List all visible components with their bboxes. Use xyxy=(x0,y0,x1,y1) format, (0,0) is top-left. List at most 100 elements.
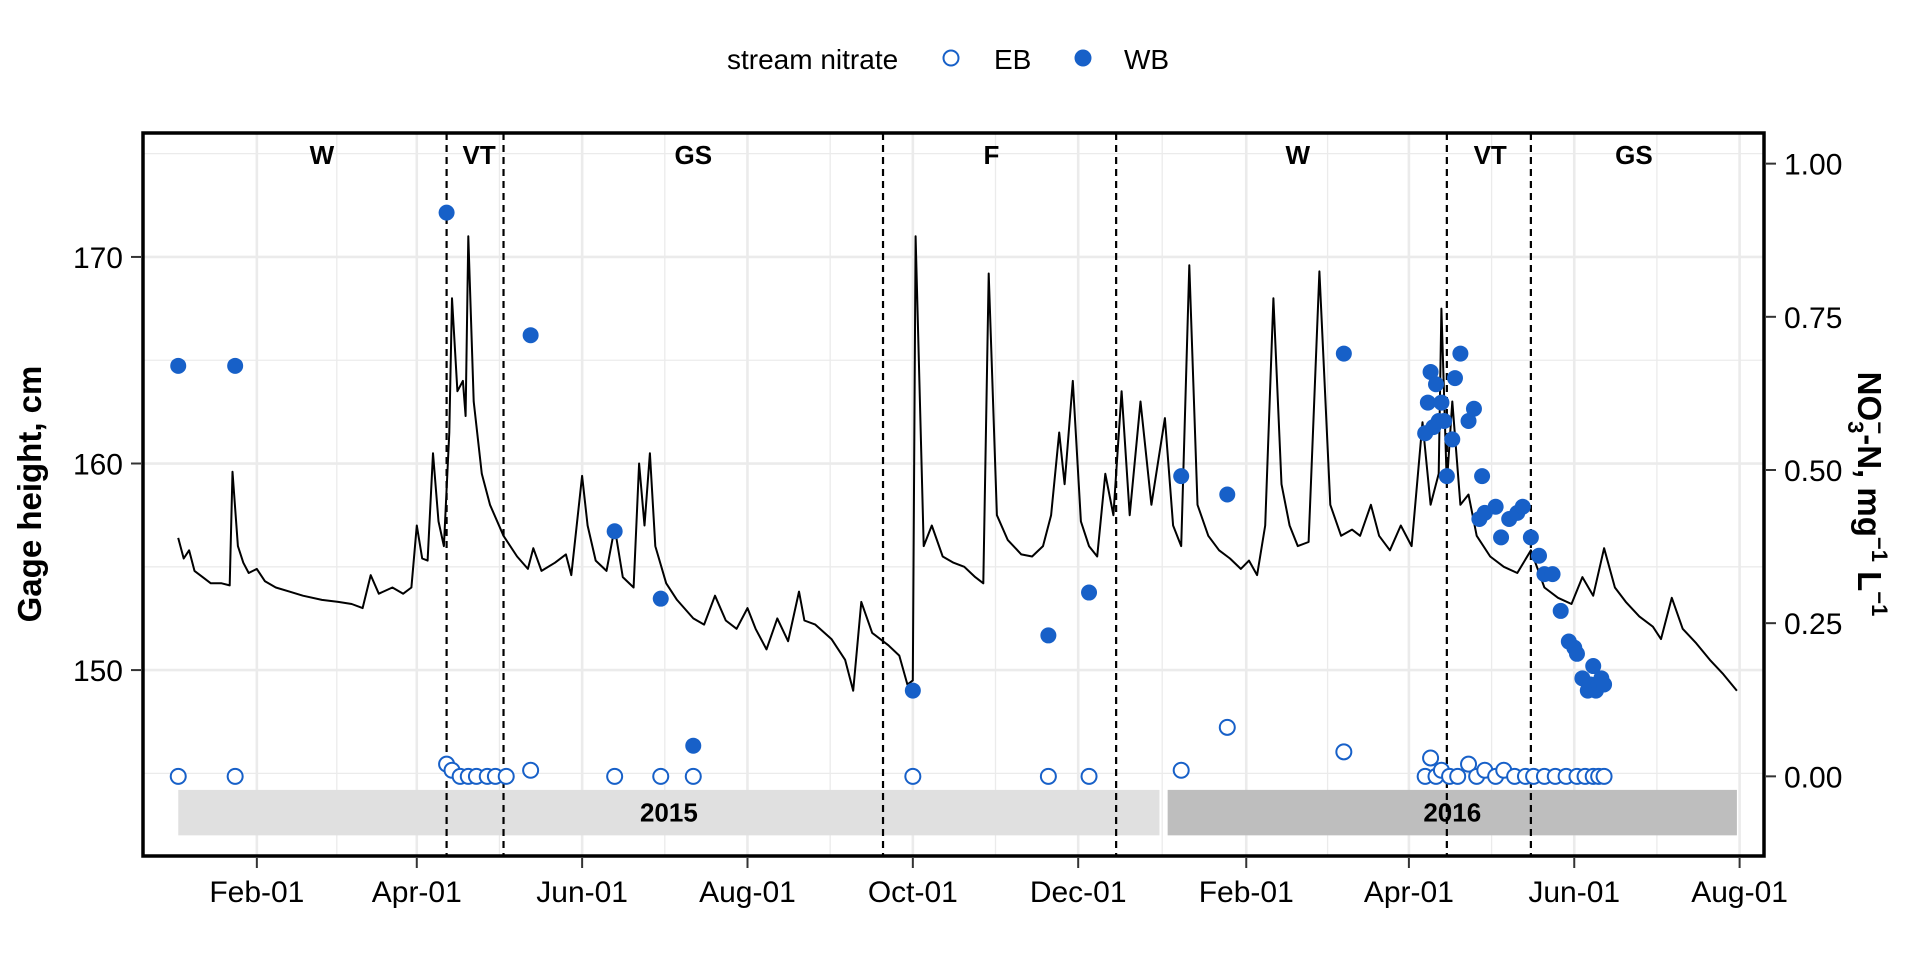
wb-point xyxy=(1173,468,1190,485)
eb-point xyxy=(1449,767,1467,785)
y-left-tick-label: 150 xyxy=(73,655,123,688)
grid xyxy=(143,133,1764,856)
eb-point xyxy=(226,767,244,785)
y-right-tick-label: 0.75 xyxy=(1784,302,1842,335)
x-tick-label: Dec-01 xyxy=(1030,876,1127,909)
x-tick-label: Apr-01 xyxy=(1364,876,1454,909)
x-tick-label: Aug-01 xyxy=(699,876,796,909)
wb-point xyxy=(1531,547,1548,564)
season-boundaries xyxy=(445,133,1532,856)
wb-series xyxy=(170,204,1613,754)
wb-point xyxy=(1452,345,1469,362)
year-band-2016 xyxy=(1167,789,1737,836)
wb-point xyxy=(1522,529,1539,546)
x-tick-label: Oct-01 xyxy=(868,876,958,909)
wb-point xyxy=(1438,468,1455,485)
x-tick-label: Feb-01 xyxy=(209,876,304,909)
legend-wb-marker xyxy=(1074,49,1092,67)
y-right-tick-label: 0.25 xyxy=(1784,608,1842,641)
eb-point xyxy=(1595,767,1613,785)
wb-point xyxy=(1428,376,1445,393)
eb-point xyxy=(652,767,670,785)
eb-series xyxy=(169,718,1613,785)
x-tick-label: Jun-01 xyxy=(536,876,628,909)
eb-point xyxy=(684,767,702,785)
season-label: GS xyxy=(674,140,712,170)
wb-point xyxy=(1081,584,1098,601)
season-label: GS xyxy=(1615,140,1653,170)
wb-point xyxy=(1585,658,1602,675)
eb-point xyxy=(1335,743,1353,761)
plot-panel-border xyxy=(141,131,1766,858)
eb-point xyxy=(1172,761,1190,779)
season-label: F xyxy=(984,140,1000,170)
year-band-label: 2016 xyxy=(1423,798,1481,828)
wb-point xyxy=(438,204,455,221)
wb-point xyxy=(1514,498,1531,515)
wb-point xyxy=(1433,394,1450,411)
wb-point xyxy=(170,357,187,374)
wb-point xyxy=(1446,370,1463,387)
y-axis-right-title: NO3−-N, mg−1 L−1 xyxy=(1843,372,1892,617)
eb-point xyxy=(1422,749,1440,767)
wb-point xyxy=(1474,468,1491,485)
season-labels: W VT GS F W VT GS xyxy=(310,140,1653,170)
legend: stream nitrate EB WB xyxy=(727,44,1169,75)
wb-point xyxy=(1422,363,1439,380)
x-axis: Feb-01 Apr-01 Jun-01 Aug-01 Oct-01 Dec-01 Feb-… xyxy=(209,858,1788,909)
wb-point xyxy=(1444,431,1461,448)
x-tick-label: Feb-01 xyxy=(1199,876,1294,909)
wb-point xyxy=(1335,345,1352,362)
wb-point xyxy=(1040,627,1057,644)
season-label: W xyxy=(1285,140,1310,170)
legend-title: stream nitrate xyxy=(727,44,898,75)
eb-point xyxy=(1039,767,1057,785)
wb-point xyxy=(1219,486,1236,503)
x-tick-label: Aug-01 xyxy=(1691,876,1788,909)
year-band-2015 xyxy=(178,789,1160,836)
wb-point xyxy=(1544,566,1561,583)
year-bands: 2015 2016 xyxy=(178,789,1737,836)
gage-height-line xyxy=(177,235,1738,692)
legend-wb-label: WB xyxy=(1124,44,1169,75)
wb-point xyxy=(685,737,702,754)
eb-point xyxy=(497,767,515,785)
eb-point xyxy=(1080,767,1098,785)
y-axis-right: 0.00 0.25 0.50 0.75 1.00 xyxy=(1766,149,1842,794)
wb-point xyxy=(652,590,669,607)
y-right-tick-label: 0.00 xyxy=(1784,761,1842,794)
eb-point xyxy=(1218,718,1236,736)
gage-height-series xyxy=(177,235,1738,692)
legend-eb-marker xyxy=(942,49,960,67)
y-right-tick-label: 0.50 xyxy=(1784,455,1842,488)
wb-point xyxy=(1487,498,1504,515)
y-axis-left-title: Gage height, cm xyxy=(11,366,48,623)
wb-point xyxy=(1596,676,1613,693)
eb-point xyxy=(904,767,922,785)
wb-point xyxy=(1465,400,1482,417)
wb-point xyxy=(522,327,539,344)
y-left-tick-label: 160 xyxy=(73,449,123,482)
season-label: VT xyxy=(463,140,496,170)
wb-point xyxy=(1493,529,1510,546)
wb-point xyxy=(1419,394,1436,411)
y-right-tick-label: 1.00 xyxy=(1784,149,1842,182)
wb-point xyxy=(1436,412,1453,429)
year-band-label: 2015 xyxy=(640,798,698,828)
y-left-tick-label: 170 xyxy=(73,242,123,275)
wb-point xyxy=(904,682,921,699)
x-tick-label: Apr-01 xyxy=(372,876,462,909)
eb-point xyxy=(169,767,187,785)
wb-point xyxy=(1552,602,1569,619)
x-tick-label: Jun-01 xyxy=(1528,876,1620,909)
season-label: W xyxy=(310,140,335,170)
eb-point xyxy=(522,761,540,779)
eb-point xyxy=(1460,755,1478,773)
wb-point xyxy=(1460,412,1477,429)
eb-point xyxy=(606,767,624,785)
wb-point xyxy=(1568,645,1585,662)
wb-point xyxy=(606,523,623,540)
season-label: VT xyxy=(1474,140,1507,170)
y-axis-left: 150 160 170 xyxy=(73,242,141,688)
